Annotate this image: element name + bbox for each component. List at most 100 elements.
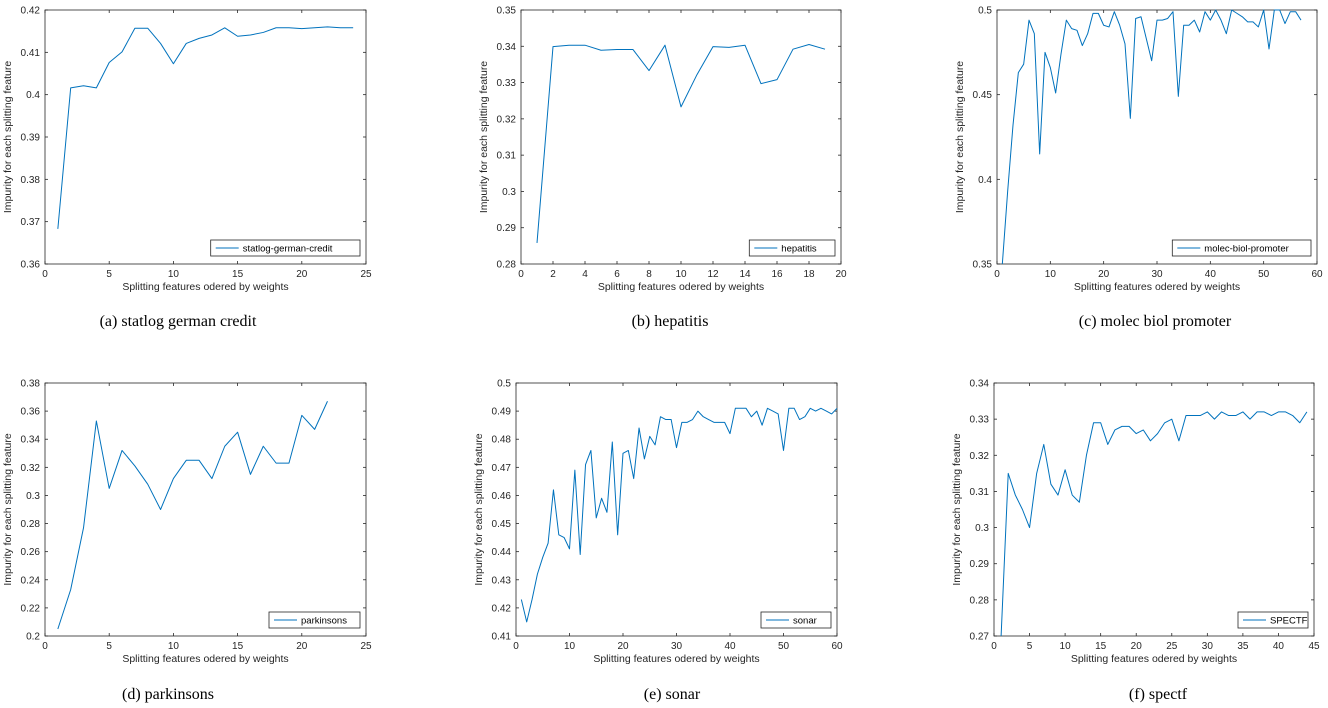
figure-caption: (d) parkinsons (122, 686, 214, 703)
chart-panel-f: 0 5 10 15 20 25 30 35 40 45 0.27 0.28 0.29 0.3 0.31 0.3… (951, 379, 1320, 704)
x-tick-label: 0 (513, 641, 519, 652)
chart-panel-d: 0 5 10 15 20 25 0.2 0.22 0.24 0.26 0.28 0.3 0.32 0.34… (2, 379, 372, 704)
y-tick-label: 0.33 (970, 415, 990, 426)
x-tick-label: 20 (617, 641, 629, 652)
x-tick-label: 10 (168, 641, 180, 652)
y-tick-label: 0.28 (497, 260, 517, 271)
y-tick-label: 0.31 (497, 151, 517, 162)
y-tick-label: 0.35 (497, 6, 517, 17)
plot-area (515, 382, 838, 637)
plot-area (44, 382, 367, 637)
legend-box (210, 239, 361, 257)
legend-label: hepatitis (781, 244, 817, 255)
chart-panel-e: 0 10 20 30 40 50 60 0.41 0.42 0.43 0.44 0.45 0.46 0.4… (473, 379, 843, 704)
y-tick-label: 0.4 (978, 175, 992, 186)
legend-label: statlog-german-credit (243, 244, 333, 255)
chart-panel-a: 0 5 10 15 20 25 0.36 0.37 0.38 0.39 0.4 0.41 0.42 Spl… (2, 6, 372, 331)
legend-label: parkinsons (301, 616, 347, 627)
y-axis-label: Impurity for each splitting feature (951, 433, 963, 585)
x-tick-label: 20 (296, 269, 308, 280)
x-tick-label: 45 (1308, 641, 1320, 652)
y-tick-label: 0.36 (21, 260, 41, 271)
y-axis-label: Impurity for each splitting feature (2, 61, 14, 213)
x-tick-label: 18 (803, 269, 815, 280)
y-tick-label: 0.48 (492, 435, 512, 446)
legend-label: SPECTF (1270, 616, 1308, 627)
x-tick-label: 0 (42, 269, 48, 280)
y-tick-label: 0.43 (492, 575, 512, 586)
y-axis-label: Impurity for each splitting feature (2, 433, 14, 585)
x-tick-label: 15 (232, 269, 244, 280)
x-tick-label: 5 (1027, 641, 1033, 652)
y-tick-label: 0.29 (970, 559, 990, 570)
y-tick-label: 0.45 (492, 519, 512, 530)
x-axis-label: Splitting features odered by weights (1074, 281, 1240, 293)
y-tick-label: 0.3 (975, 523, 989, 534)
figure-caption: (f) spectf (1129, 686, 1188, 703)
x-tick-label: 2 (550, 269, 556, 280)
x-tick-label: 8 (646, 269, 652, 280)
y-tick-label: 0.27 (970, 632, 990, 643)
chart-panel-c: 0 10 20 30 40 50 60 0.35 0.4 0.45 0.5 Splitting fea… (954, 6, 1323, 331)
x-axis-label: Splitting features odered by weights (122, 281, 288, 293)
y-tick-label: 0.24 (21, 575, 41, 586)
legend-box (748, 239, 836, 257)
x-tick-label: 25 (1166, 641, 1178, 652)
y-tick-label: 0.34 (21, 435, 41, 446)
y-tick-label: 0.46 (492, 491, 512, 502)
y-tick-label: 0.31 (970, 487, 990, 498)
x-tick-label: 10 (168, 269, 180, 280)
y-tick-label: 0.2 (26, 632, 40, 643)
y-tick-label: 0.49 (492, 407, 512, 418)
x-tick-label: 12 (707, 269, 719, 280)
y-tick-label: 0.42 (21, 6, 41, 17)
x-tick-label: 60 (831, 641, 843, 652)
y-tick-label: 0.37 (21, 217, 41, 228)
x-tick-label: 20 (1131, 641, 1143, 652)
x-tick-label: 25 (360, 641, 372, 652)
chart-panel-b: 0 2 4 6 8 10 12 14 16 18 20 0.28 0.29 0.3 0.31 0.32 0.33… (478, 6, 847, 331)
legend-box (1237, 611, 1309, 629)
y-tick-label: 0.34 (970, 379, 990, 390)
series-line-hepatitis (536, 43, 826, 243)
y-tick-label: 0.45 (973, 90, 993, 101)
y-tick-label: 0.39 (21, 133, 41, 144)
legend-label: sonar (793, 616, 817, 627)
figure-caption: (c) molec biol promoter (1079, 313, 1232, 330)
y-tick-label: 0.38 (21, 175, 41, 186)
x-tick-label: 25 (360, 269, 372, 280)
x-tick-label: 15 (232, 641, 244, 652)
legend-label: molec-biol-promoter (1204, 244, 1288, 255)
series-line-sonar (520, 407, 838, 623)
y-tick-label: 0.4 (26, 90, 40, 101)
y-tick-label: 0.32 (970, 451, 990, 462)
x-tick-label: 6 (614, 269, 620, 280)
series-line-molec-biol-promoter (1001, 9, 1302, 265)
y-tick-label: 0.38 (21, 379, 41, 390)
x-tick-label: 5 (106, 269, 112, 280)
y-tick-label: 0.5 (497, 379, 511, 390)
y-tick-label: 0.44 (492, 547, 512, 558)
x-axis-label: Splitting features odered by weights (593, 653, 759, 665)
y-tick-label: 0.22 (21, 603, 41, 614)
x-tick-label: 0 (42, 641, 48, 652)
x-tick-label: 30 (1151, 269, 1163, 280)
y-tick-label: 0.28 (21, 519, 41, 530)
x-tick-label: 20 (296, 641, 308, 652)
x-tick-label: 10 (1060, 641, 1072, 652)
x-axis-label: Splitting features odered by weights (122, 653, 288, 665)
legend-box (268, 611, 361, 629)
y-tick-label: 0.35 (973, 260, 993, 271)
x-tick-label: 40 (1273, 641, 1285, 652)
y-tick-label: 0.3 (26, 491, 40, 502)
x-axis-label: Splitting features odered by weights (598, 281, 764, 293)
series-line-statlog-german-credit (57, 26, 354, 229)
x-tick-label: 0 (994, 269, 1000, 280)
x-tick-label: 15 (1095, 641, 1107, 652)
x-tick-label: 30 (671, 641, 683, 652)
y-tick-label: 0.28 (970, 595, 990, 606)
x-tick-label: 40 (724, 641, 736, 652)
x-tick-label: 40 (1205, 269, 1217, 280)
x-tick-label: 10 (675, 269, 687, 280)
